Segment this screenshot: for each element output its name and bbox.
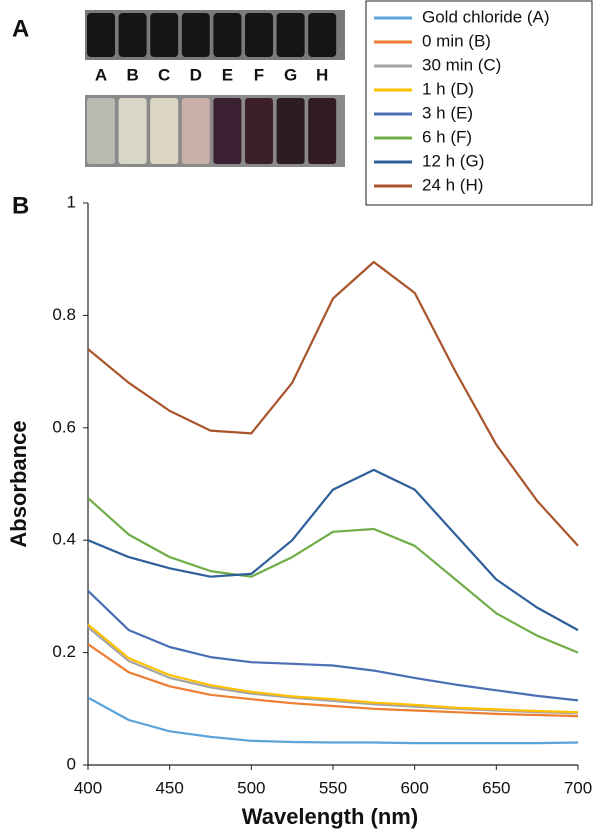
vial-cap xyxy=(118,13,147,57)
vial xyxy=(181,98,210,164)
x-tick-label: 550 xyxy=(319,778,347,797)
vial-cap xyxy=(276,13,305,57)
x-tick-label: 650 xyxy=(482,778,510,797)
series-line xyxy=(87,696,579,745)
y-tick-label: 0.4 xyxy=(52,530,76,549)
vial xyxy=(308,98,337,164)
series-line xyxy=(87,497,579,654)
legend-label: 24 h (H) xyxy=(422,175,483,194)
legend-label: 1 h (D) xyxy=(422,79,474,98)
vial xyxy=(245,98,273,164)
y-tick-label: 0.2 xyxy=(52,642,76,661)
legend-label: Gold chloride (A) xyxy=(422,7,550,26)
x-tick-label: 700 xyxy=(564,778,592,797)
x-axis-title: Wavelength (nm) xyxy=(242,804,418,829)
vial-label: H xyxy=(316,65,328,84)
x-tick-label: 600 xyxy=(400,778,428,797)
vial-label: G xyxy=(284,65,297,84)
series-line xyxy=(87,260,579,547)
vial-cap xyxy=(213,13,242,57)
panel-label: B xyxy=(12,192,29,219)
series-line xyxy=(87,623,579,714)
legend-label: 6 h (F) xyxy=(422,127,472,146)
vial-cap xyxy=(87,13,115,57)
vial-cap xyxy=(150,13,179,57)
legend-label: 3 h (E) xyxy=(422,103,473,122)
vial xyxy=(276,98,305,164)
y-tick-label: 0.6 xyxy=(52,417,76,436)
x-tick-label: 450 xyxy=(155,778,183,797)
y-tick-label: 0.8 xyxy=(52,305,76,324)
vial-label: D xyxy=(190,65,202,84)
series-line xyxy=(87,643,579,718)
vial xyxy=(213,98,242,164)
vial-cap xyxy=(245,13,273,57)
legend-label: 0 min (B) xyxy=(422,31,491,50)
y-tick-label: 0 xyxy=(67,754,76,773)
vial-cap xyxy=(181,13,210,57)
y-tick-label: 1 xyxy=(67,192,76,211)
x-tick-label: 400 xyxy=(74,778,102,797)
series-line xyxy=(87,590,579,702)
x-tick-label: 500 xyxy=(237,778,265,797)
vial xyxy=(150,98,179,164)
vial-label: F xyxy=(254,65,264,84)
legend-label: 12 h (G) xyxy=(422,151,484,170)
vial-label: A xyxy=(95,65,107,84)
vial-label: E xyxy=(222,65,233,84)
legend xyxy=(365,0,593,206)
series-line xyxy=(87,468,579,632)
series-line xyxy=(87,626,579,715)
vial-cap xyxy=(308,13,337,57)
vial-label: C xyxy=(158,65,170,84)
vial xyxy=(118,98,147,164)
panel-label: A xyxy=(12,15,29,42)
y-axis-title: Absorbance xyxy=(6,420,31,547)
legend-label: 30 min (C) xyxy=(422,55,501,74)
vial-label: B xyxy=(126,65,138,84)
vial xyxy=(87,98,115,164)
